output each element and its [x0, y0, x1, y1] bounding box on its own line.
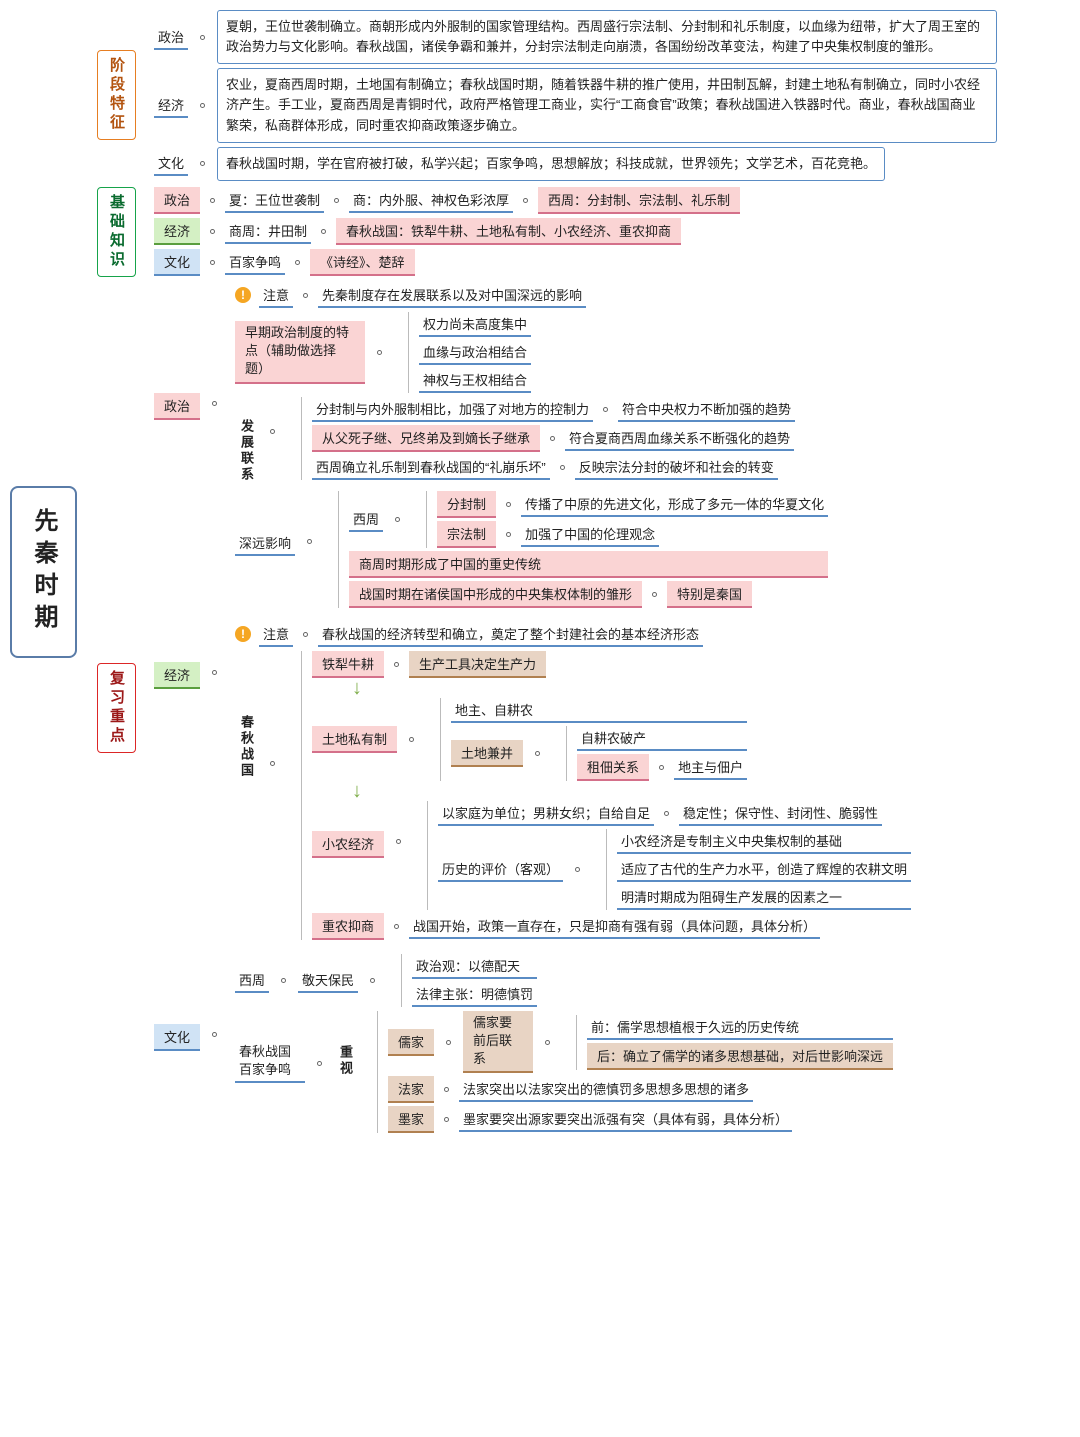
heavy-a: 重农抑商: [312, 913, 384, 940]
pol-deep-head: 深远影响: [235, 531, 295, 556]
eval1: 适应了古代的生产力水平，创造了辉煌的农耕文明: [617, 857, 911, 882]
cul-zv: 重视: [334, 1041, 357, 1081]
small-eval-head: 历史的评价（客观）: [438, 857, 563, 882]
fa-b: 法家突出以法家突出的德慎罚多思想多思想的诸多: [459, 1077, 753, 1102]
bk-r3b: 《诗经》、楚辞: [310, 249, 415, 276]
eco-note: 春秋战国的经济转型和确立，奠定了整个封建社会的基本经济形态: [318, 622, 703, 647]
ru-a: 儒家: [388, 1029, 434, 1056]
bk-r2a: 商周：井田制: [225, 219, 311, 244]
bk-economy-head: 经济: [154, 218, 200, 245]
s1-economy-text: 农业，夏商西周时期，土地国有制确立；春秋战国时期，随着铁器牛耕的推广使用，井田制…: [217, 68, 997, 142]
cul-xz-b: 敬天保民: [298, 968, 358, 993]
bk-r3a: 百家争鸣: [225, 250, 285, 275]
land-merge: 土地兼并: [451, 740, 523, 767]
deep-xz: 西周: [349, 507, 383, 532]
s1-economy-label: 经济: [154, 93, 188, 118]
small-head: 小农经济: [312, 831, 384, 858]
deep-zf-b: 加强了中国的伦理观念: [521, 522, 659, 547]
pol-dev-head: 发展联系: [235, 415, 258, 487]
rf-eco-head: 经济: [154, 662, 200, 689]
connector-dot: [200, 103, 205, 108]
arrow-down-icon: ↓: [352, 681, 911, 695]
bk-r2b: 春秋战国：铁犁牛耕、土地私有制、小农经济、重农抑商: [336, 218, 681, 245]
small-a: 以家庭为单位；男耕女织；自给自足: [438, 801, 654, 826]
land-m3: 地主与佃户: [674, 755, 747, 780]
connector-dot: [200, 161, 205, 166]
arrow-down-icon: ↓: [352, 784, 911, 798]
deep-sz: 商周时期形成了中国的重史传统: [349, 551, 828, 578]
pol-feat-head: 早期政治制度的特点（辅助做选择题）: [235, 321, 365, 384]
branch-review-focus: 复习重点 政治 ! 注意 先秦制度存在发展联系以及对中国深远的影响 早期政治制度…: [97, 283, 997, 1134]
root-node: 先秦时期: [10, 486, 77, 658]
deep-ff-a: 分封制: [437, 491, 496, 518]
rf-politics-head: 政治: [154, 393, 200, 420]
branch-basic-knowledge: 基础知识 政治 夏：王位世袭制 商：内外服、神权色彩浓厚 西周：分封制、宗法制、…: [97, 187, 997, 277]
pol-feat-2: 神权与王权相结合: [419, 368, 531, 393]
bk-r1b: 商：内外服、神权色彩浓厚: [349, 188, 513, 213]
land-head: 土地私有制: [312, 726, 397, 753]
dev2b: 反映宗法分封的破坏和社会的转变: [575, 455, 778, 480]
dev1b: 符合夏商西周血缘关系不断强化的趋势: [565, 426, 794, 451]
warn-icon: !: [235, 287, 251, 303]
basic-knowledge-title: 基础知识: [97, 187, 136, 277]
deep-ff-b: 传播了中原的先进文化，形成了多元一体的华夏文化: [521, 492, 828, 517]
dev0b: 符合中央权力不断加强的趋势: [618, 397, 795, 422]
pol-feat-0: 权力尚未高度集中: [419, 312, 531, 337]
dev0a: 分封制与内外服制相比，加强了对地方的控制力: [312, 397, 593, 422]
ru-b: 儒家要前后联系: [463, 1011, 533, 1074]
bk-r1a: 夏：王位世袭制: [225, 188, 324, 213]
main-branches: 阶段特征 政治 夏朝，王位世袭制确立。商朝形成内外服制的国家管理结构。西周盛行宗…: [97, 10, 997, 1133]
cul-xz-c: 政治观：以德配天: [412, 954, 537, 979]
pol-feat-1: 血缘与政治相结合: [419, 340, 531, 365]
rf-cul-head: 文化: [154, 1024, 200, 1051]
bk-culture-head: 文化: [154, 249, 200, 276]
fa-a: 法家: [388, 1076, 434, 1103]
cul-cq-head: 春秋战国百家争鸣: [235, 1041, 305, 1083]
eco-period: 春秋战国: [235, 711, 258, 783]
review-focus-title: 复习重点: [97, 663, 136, 753]
branch-stage-features: 阶段特征 政治 夏朝，王位世袭制确立。商朝形成内外服制的国家管理结构。西周盛行宗…: [97, 10, 997, 181]
mo-b: 墨家要突出源家要突出派强有突（具体有弱，具体分析）: [459, 1107, 792, 1132]
land-m1: 自耕农破产: [577, 726, 747, 751]
land-m2: 租佃关系: [577, 754, 649, 781]
eval0: 小农经济是专制主义中央集权制的基础: [617, 829, 911, 854]
dev2a: 西周确立礼乐制到春秋战国的“礼崩乐坏”: [312, 455, 550, 480]
s1-culture-text: 春秋战国时期，学在官府被打破，私学兴起；百家争鸣，思想解放；科技成就，世界领先；…: [217, 147, 885, 181]
deep-zg-a: 战国时期在诸侯国中形成的中央集权体制的雏形: [349, 581, 642, 608]
heavy-b: 战国开始，政策一直存在，只是抑商有强有弱（具体问题，具体分析）: [409, 914, 820, 939]
cul-xz-d: 法律主张：明德慎罚: [412, 982, 537, 1007]
deep-zg-b: 特别是秦国: [667, 581, 752, 608]
bk-politics-head: 政治: [154, 187, 200, 214]
stage-features-title: 阶段特征: [97, 50, 136, 140]
pol-note: 先秦制度存在发展联系以及对中国深远的影响: [318, 283, 586, 308]
s1-culture-label: 文化: [154, 151, 188, 176]
bk-r1c: 西周：分封制、宗法制、礼乐制: [538, 187, 740, 214]
connector-dot: [200, 35, 205, 40]
mindmap-root: 先秦时期 阶段特征 政治 夏朝，王位世袭制确立。商朝形成内外服制的国家管理结构。…: [10, 10, 1070, 1133]
ru-c: 前：儒学思想植根于久远的历史传统: [587, 1015, 893, 1040]
land-a: 地主、自耕农: [451, 698, 747, 723]
s1-politics-text: 夏朝，王位世袭制确立。商朝形成内外服制的国家管理结构。西周盛行宗法制、分封制和礼…: [217, 10, 997, 64]
ru-d: 后：确立了儒学的诸多思想基础，对后世影响深远: [587, 1043, 893, 1070]
s1-politics-label: 政治: [154, 25, 188, 50]
iron-a: 铁犁牛耕: [312, 651, 384, 678]
cul-xz-a: 西周: [235, 968, 269, 993]
eval2: 明清时期成为阻碍生产发展的因素之一: [617, 885, 911, 910]
deep-zf-a: 宗法制: [437, 521, 496, 548]
warn-icon: !: [235, 626, 251, 642]
eco-note-label: 注意: [259, 622, 293, 647]
iron-b: 生产工具决定生产力: [409, 651, 546, 678]
pol-note-label: 注意: [259, 283, 293, 308]
dev1a: 从父死子继、兄终弟及到嫡长子继承: [312, 425, 540, 452]
small-b: 稳定性；保守性、封闭性、脆弱性: [679, 801, 882, 826]
mo-a: 墨家: [388, 1106, 434, 1133]
